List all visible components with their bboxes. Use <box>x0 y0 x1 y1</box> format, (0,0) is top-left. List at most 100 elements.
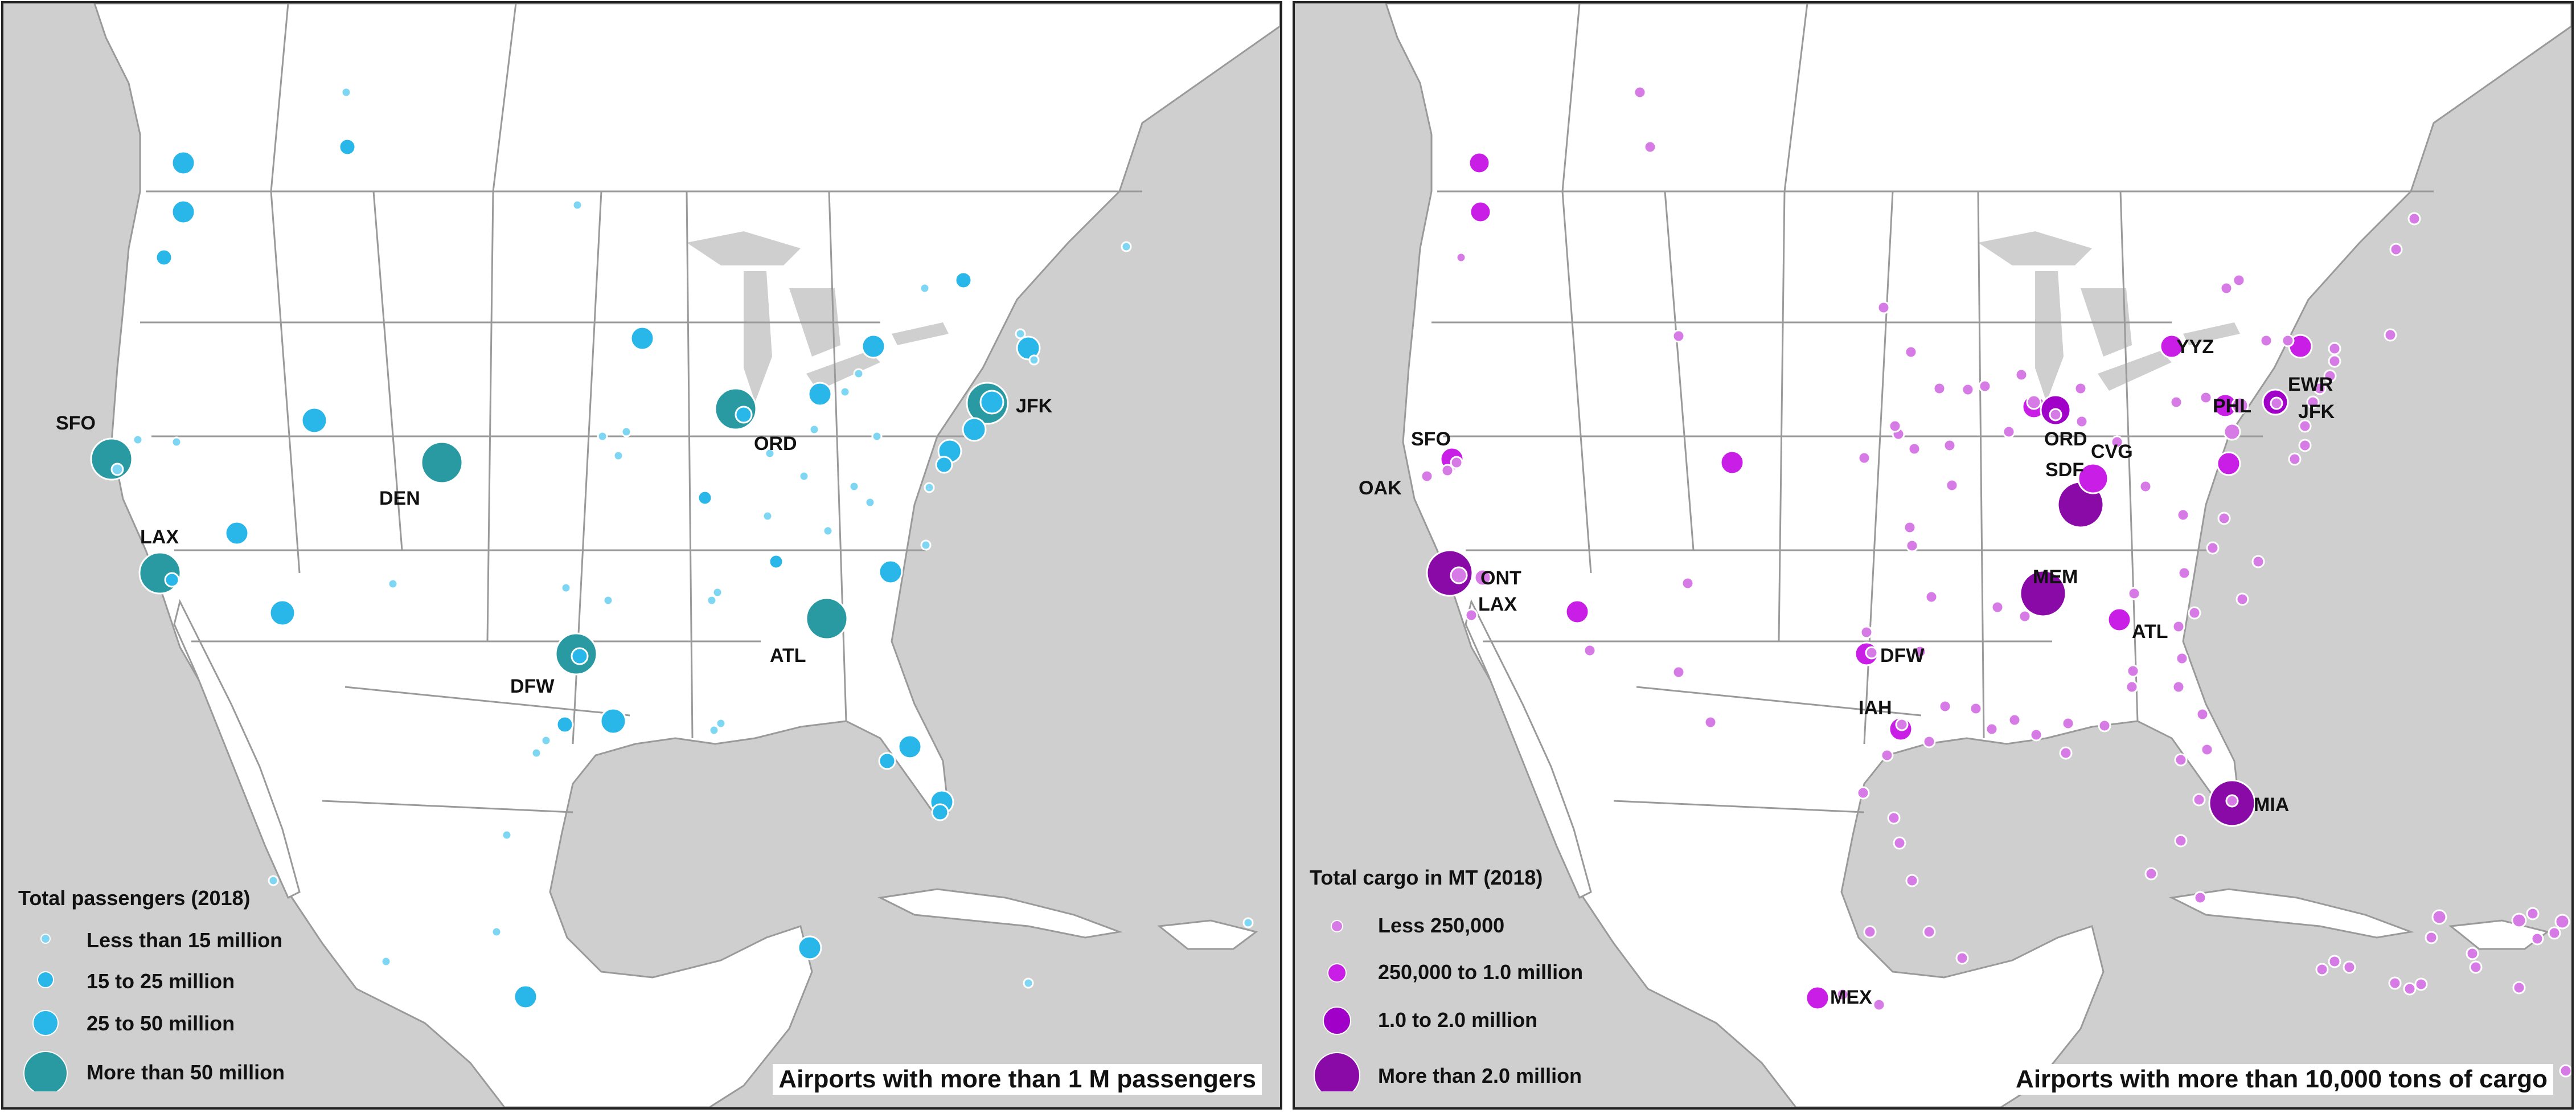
airport-marker <box>2008 713 2021 727</box>
airport-marker <box>2288 452 2302 466</box>
airport-marker <box>1450 566 1468 584</box>
airport-marker <box>572 199 583 211</box>
airport-marker <box>2281 334 2295 347</box>
airport-marker <box>1028 354 1040 366</box>
airport-marker <box>2414 977 2428 991</box>
airport-marker <box>1908 442 1921 456</box>
airport-marker <box>1121 241 1132 252</box>
airport-marker <box>897 734 922 759</box>
airport-marker <box>2328 955 2341 968</box>
airport-marker <box>1872 998 1886 1012</box>
airport-marker <box>1888 419 1902 433</box>
airport-marker <box>2206 541 2220 555</box>
airport-marker <box>878 559 903 584</box>
airport-marker <box>2139 480 2152 493</box>
airport-marker <box>2175 652 2189 665</box>
airport-marker <box>697 490 713 506</box>
cargo-map <box>1385 3 2571 1107</box>
airport-marker <box>1903 521 1917 534</box>
airport-marker <box>1474 568 1492 587</box>
airport-marker <box>1905 874 1919 887</box>
airport-marker <box>2026 394 2042 410</box>
airport-marker <box>1643 140 1657 154</box>
airport-marker <box>491 926 502 938</box>
legend-item-3: 25 to 50 million <box>87 1012 235 1035</box>
lake-erie <box>806 351 880 391</box>
airport-marker <box>1420 469 1434 483</box>
airport-marker <box>839 386 851 398</box>
airport-label-atl: ATL <box>770 645 806 666</box>
airport-marker <box>2526 907 2540 920</box>
airport-marker <box>2176 508 2190 522</box>
airport-marker <box>2015 368 2028 382</box>
legend-item-2: 250,000 to 1.0 million <box>1378 960 1584 984</box>
airport-marker <box>2075 415 2089 428</box>
airport-marker <box>809 424 820 435</box>
lake-ontario <box>2183 322 2240 345</box>
airport-marker <box>2298 419 2312 433</box>
airport-marker <box>1856 786 1870 800</box>
airport-marker <box>2074 382 2087 395</box>
airport-marker <box>2554 914 2570 930</box>
airport-marker <box>1023 977 1034 989</box>
airport-marker <box>798 470 810 482</box>
airport-marker <box>797 935 822 960</box>
airport-label-sfo: SFO <box>1411 428 1451 450</box>
airport-marker <box>2512 981 2526 995</box>
airport-marker <box>2200 743 2214 756</box>
airport-marker <box>1450 456 1463 469</box>
airport-label-atl: ATL <box>2132 621 2168 643</box>
airport-marker <box>1938 699 1952 713</box>
airport-marker <box>2235 592 2249 606</box>
airport-label-oak: OAK <box>1359 477 1402 499</box>
passengers-map-panel: SFO LAX DEN DFW ORD ATL JFK Total passen… <box>1 1 1282 1110</box>
airport-marker <box>2389 243 2403 256</box>
airport-marker <box>1426 549 1474 597</box>
airport-marker <box>2188 606 2201 620</box>
airport-marker <box>1922 925 1936 939</box>
airport-marker <box>1985 722 1999 736</box>
state-borders <box>140 3 1142 813</box>
airport-label-phl: PHL <box>2213 395 2251 417</box>
airport-marker <box>1468 152 1491 174</box>
airport-marker <box>2110 435 2124 449</box>
lake-superior <box>1978 231 2092 265</box>
airport-marker <box>2172 620 2185 633</box>
airport-marker <box>420 441 463 484</box>
airport-marker <box>1441 464 1454 477</box>
airport-marker <box>269 599 296 627</box>
airport-marker <box>597 431 608 442</box>
airport-label-dfw: DFW <box>1880 645 1925 666</box>
airport-marker <box>2196 707 2209 721</box>
airport-marker <box>2323 369 2337 383</box>
airport-marker <box>2223 423 2241 441</box>
north-america-land <box>1385 3 2571 1107</box>
airport-marker <box>338 138 356 156</box>
airport-marker <box>979 390 1004 415</box>
airport-label-lax: LAX <box>140 526 179 548</box>
airport-marker <box>171 436 182 448</box>
airport-marker <box>2431 909 2447 925</box>
airport-marker <box>2220 281 2233 295</box>
baja-peninsula <box>1465 599 1592 899</box>
airport-marker <box>2125 680 2139 694</box>
airport-marker <box>1913 645 1927 658</box>
airport-marker <box>1865 646 1878 660</box>
airport-marker <box>822 525 834 537</box>
airport-marker <box>2159 334 2184 359</box>
airport-marker <box>1893 836 1906 850</box>
lake-superior <box>687 231 801 265</box>
airport-marker <box>2144 867 2158 881</box>
airport-marker <box>531 747 542 759</box>
airport-marker <box>1922 735 1936 748</box>
airport-marker <box>90 437 133 481</box>
airport-marker <box>1720 450 1745 475</box>
airport-marker <box>602 595 614 606</box>
airport-marker <box>861 334 886 359</box>
airport-marker <box>2127 587 2141 600</box>
airport-marker <box>2225 794 2239 808</box>
airport-label-jfk: JFK <box>2298 401 2335 423</box>
airport-marker <box>1633 85 1647 99</box>
passengers-map <box>90 3 1280 1107</box>
airport-marker <box>762 510 773 522</box>
